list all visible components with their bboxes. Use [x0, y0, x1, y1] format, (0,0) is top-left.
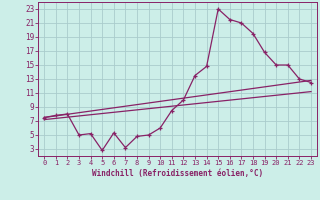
X-axis label: Windchill (Refroidissement éolien,°C): Windchill (Refroidissement éolien,°C) — [92, 169, 263, 178]
